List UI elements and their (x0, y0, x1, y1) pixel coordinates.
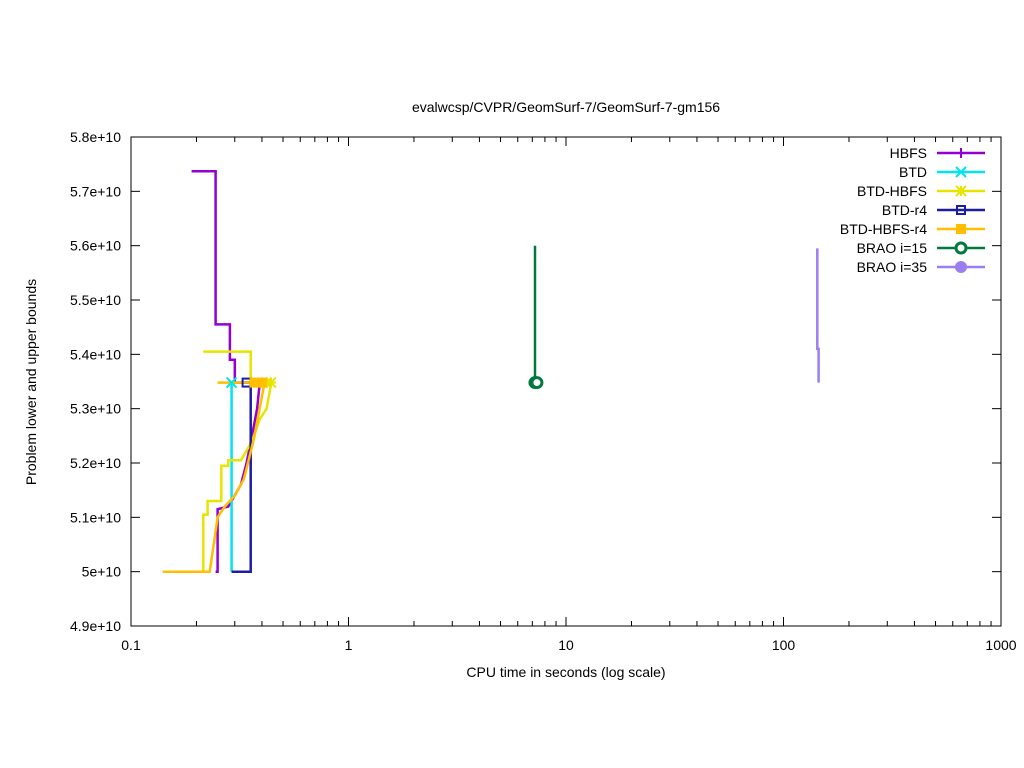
legend-item-brao-i-15: BRAO i=15 (857, 240, 985, 256)
legend-label: BTD-r4 (882, 202, 927, 218)
legend-item-brao-i-35: BRAO i=35 (857, 259, 985, 275)
x-tick-label: 1000 (985, 637, 1016, 653)
point-btd-hbfs (265, 376, 277, 389)
marker-stroke (955, 185, 967, 197)
y-tick-label: 5.5e+10 (70, 292, 121, 308)
x-tick-label: 0.1 (121, 637, 141, 653)
y-tick-label: 5.3e+10 (70, 401, 121, 417)
legend-item-btd-hbfs-r4: BTD-HBFS-r4 (840, 221, 985, 237)
y-tick-label: 5.1e+10 (70, 509, 121, 525)
marker-shape (956, 224, 966, 234)
legend-marker (955, 185, 967, 197)
series-brao-i-35-upper (816, 248, 820, 383)
legend-label: BTD (899, 164, 927, 180)
legend-marker (955, 166, 967, 178)
x-tick-label: 100 (772, 637, 796, 653)
series-btd-r4-lower (231, 382, 252, 573)
marker-shape (955, 261, 967, 273)
marker-stroke (955, 166, 967, 178)
y-tick-label: 5.6e+10 (70, 238, 121, 254)
y-tick-label: 4.9e+10 (70, 618, 121, 634)
legend-item-btd-hbfs: BTD-HBFS (857, 183, 985, 199)
series-btd-hbfs-r4-lower (162, 383, 266, 573)
plot-frame (130, 136, 1002, 627)
x-tick-label: 1 (345, 637, 353, 653)
x-axis-label: CPU time in seconds (log scale) (466, 664, 665, 680)
x-tick-label: 10 (558, 637, 574, 653)
marker-shape (530, 376, 544, 390)
legend-marker (956, 205, 966, 215)
y-tick-label: 5.7e+10 (70, 183, 121, 199)
legend-label: BTD-HBFS (857, 183, 927, 199)
legend-marker (954, 241, 968, 255)
y-tick-label: 5.8e+10 (70, 129, 121, 145)
marker-shape (954, 241, 968, 255)
legend-marker (955, 261, 967, 273)
series-btd-hbfs-lower (162, 383, 273, 573)
marker-stroke (265, 376, 277, 389)
series-layer (162, 169, 820, 573)
point-btd (225, 376, 238, 389)
y-axis-label: Problem lower and upper bounds (23, 279, 39, 485)
legend: HBFS BTD BTD-HBFS BTD-r4 BTD-HBFS-r4 BRAO i=1… (840, 145, 985, 275)
legend-label: HBFS (890, 145, 927, 161)
legend-item-btd: BTD (899, 164, 985, 180)
point-btd-hbfs-r4 (249, 377, 260, 388)
y-tick-label: 5e+10 (82, 564, 122, 580)
marker-layer (225, 376, 544, 390)
axis-ticks: 4.9e+10 5e+10 5.1e+10 5.2e+10 5.3e+10 5.4e+10… (70, 129, 1017, 653)
y-tick-label: 5.2e+10 (70, 455, 121, 471)
legend-label: BTD-HBFS-r4 (840, 221, 927, 237)
marker-shape (256, 377, 267, 388)
marker-stroke (225, 376, 238, 389)
y-tick-label: 5.4e+10 (70, 346, 121, 362)
chart-title: evalwcsp/CVPR/GeomSurf-7/GeomSurf-7-gm15… (412, 99, 720, 115)
legend-item-btd-r4: BTD-r4 (882, 202, 985, 218)
marker-shape (956, 205, 966, 215)
legend-item-hbfs: HBFS (890, 145, 985, 161)
point-brao-i-15 (530, 376, 544, 390)
legend-label: BRAO i=35 (857, 259, 928, 275)
legend-marker (956, 224, 966, 234)
legend-label: BRAO i=15 (857, 240, 928, 256)
marker-shape (249, 377, 260, 388)
legend-marker (956, 148, 966, 158)
point-btd-hbfs-r4 (256, 377, 267, 388)
